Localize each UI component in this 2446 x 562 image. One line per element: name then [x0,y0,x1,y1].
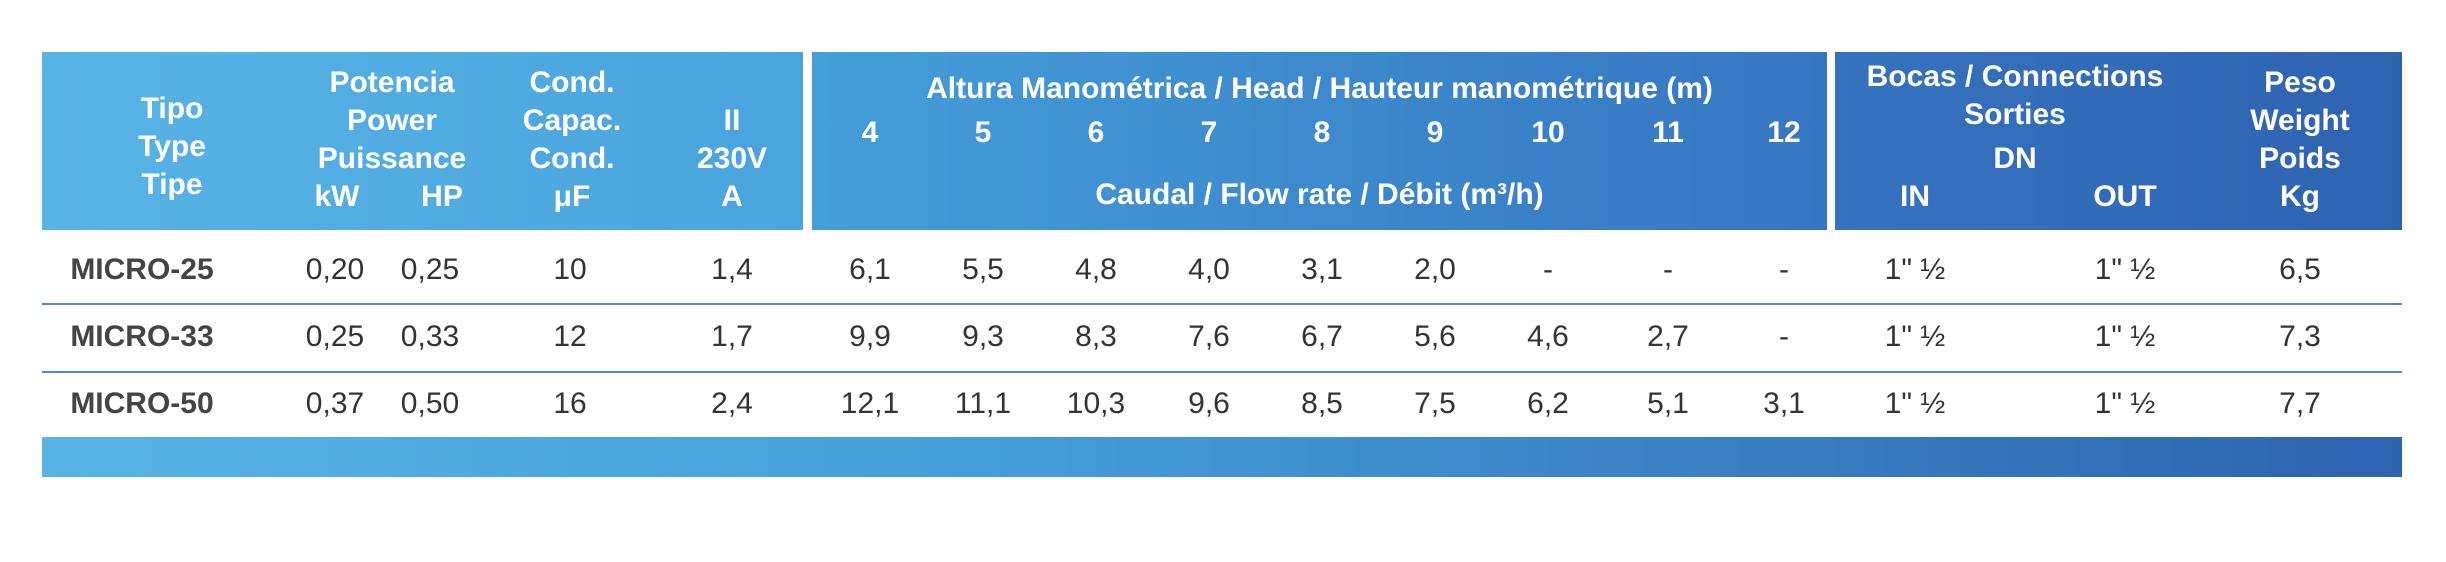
header-caudal: Caudal / Flow rate / Débit (m³/h) [1095,178,1544,211]
flow-cell: 12,1 [840,387,900,420]
head-7: 7 [1200,116,1218,149]
header-potencia-en: Power [346,104,438,137]
flow-cell: 3,1 [1763,387,1805,420]
header-hp: HP [421,180,463,213]
flow-cell: - [1543,253,1553,286]
row-divider [42,371,2402,373]
model-cell: MICRO-50 [70,387,214,420]
hp-cell: 0,50 [400,387,460,420]
header-kw: kW [314,180,360,213]
current-cell: 1,4 [711,253,753,286]
header-peso-unit: Kg [2280,180,2320,213]
header-dn: DN [1993,142,2037,175]
flow-cell: - [1779,320,1789,353]
header-peso-en: Weight [2250,104,2350,137]
head-9: 9 [1426,116,1444,149]
flow-cell: 8,5 [1301,387,1343,420]
head-12: 12 [1767,116,1801,149]
model-cell: MICRO-25 [70,253,214,286]
head-5: 5 [974,116,992,149]
head-11: 11 [1652,116,1684,149]
header-peso-fr: Poids [2259,142,2341,175]
header-peso: Peso Weight Poids Kg [2225,64,2375,216]
head-8: 8 [1313,116,1331,149]
flow-cell: 9,3 [962,320,1004,353]
header-potencia-fr: Puissance [317,142,467,175]
flow-cell: 5,1 [1647,387,1689,420]
weight-cell: 7,3 [2279,320,2321,353]
header-tipo-es: Tipo [140,92,204,125]
header-bocas-title: Bocas / Connections [1866,60,2164,93]
header-tipo-fr: Tipe [141,168,203,201]
kw-cell: 0,37 [305,387,365,420]
outlet-cell: 1" ½ [2094,253,2156,286]
inlet-cell: 1" ½ [1884,320,1946,353]
header-amp: II 230V A [672,102,792,216]
flow-cell: 3,1 [1301,253,1343,286]
header-tipo: Tipo Type Tipe [82,90,262,204]
header-block-connections: Bocas / Connections Sorties DN IN OUT Pe… [1835,52,2402,230]
header-tipo-en: Type [138,130,206,163]
head-4: 4 [861,116,879,149]
hp-cell: 0,25 [400,253,460,286]
inlet-cell: 1" ½ [1884,387,1946,420]
header-cond: Cond. Capac. Cond. μF [502,64,642,216]
header-in: IN [1900,180,1930,213]
flow-cell: 11,1 [954,387,1012,420]
header-bocas: Bocas / Connections Sorties [1835,58,2195,134]
header-amp-voltage: 230V [696,142,768,175]
head-10: 10 [1531,116,1565,149]
capacitance-cell: 16 [553,387,587,420]
head-6: 6 [1087,116,1105,149]
flow-cell: - [1779,253,1789,286]
header-uf: μF [553,180,591,213]
header-bocas-fr: Sorties [1964,98,2066,131]
flow-cell: 2,0 [1414,253,1456,286]
hp-cell: 0,33 [400,320,460,353]
footer-bar [42,437,2402,477]
flow-cell: 6,7 [1301,320,1343,353]
row-divider [42,303,2402,305]
header-cond-fr: Cond. [529,142,615,175]
flow-cell: 6,2 [1527,387,1569,420]
kw-cell: 0,25 [305,320,365,353]
flow-cell: 6,1 [849,253,891,286]
flow-cell: 9,9 [849,320,891,353]
header-block-head: Altura Manométrica / Head / Hauteur mano… [812,52,1827,230]
header-altura: Altura Manométrica / Head / Hauteur mano… [926,72,1713,105]
weight-cell: 7,7 [2279,387,2321,420]
header-block-specs: Tipo Type Tipe Potencia Power Puissance … [42,52,803,230]
flow-cell: 7,5 [1414,387,1456,420]
flow-cell: 4,6 [1527,320,1569,353]
flow-cell: 8,3 [1075,320,1117,353]
flow-cell: 4,8 [1075,253,1117,286]
flow-cell: 7,6 [1188,320,1230,353]
flow-cell: 10,3 [1066,387,1126,420]
flow-cell: 2,7 [1647,320,1689,353]
capacitance-cell: 10 [553,253,587,286]
capacitance-cell: 12 [553,320,587,353]
flow-cell: - [1663,253,1673,286]
header-potencia: Potencia Power Puissance [292,64,492,178]
current-cell: 2,4 [711,387,753,420]
header-cond-es: Cond. [529,66,615,99]
header-amp-unit: A [721,180,743,213]
flow-cell: 9,6 [1188,387,1230,420]
outlet-cell: 1" ½ [2094,320,2156,353]
header-peso-es: Peso [2264,66,2336,99]
flow-cell: 5,5 [962,253,1004,286]
weight-cell: 6,5 [2279,253,2321,286]
inlet-cell: 1" ½ [1884,253,1946,286]
flow-cell: 5,6 [1414,320,1456,353]
outlet-cell: 1" ½ [2094,387,2156,420]
header-amp-phase: II [723,104,741,137]
header-cond-en: Capac. [522,104,622,137]
model-cell: MICRO-33 [70,320,214,353]
header-out: OUT [2093,180,2157,213]
current-cell: 1,7 [711,320,753,353]
header-potencia-es: Potencia [329,66,455,99]
flow-cell: 4,0 [1188,253,1230,286]
kw-cell: 0,20 [305,253,365,286]
